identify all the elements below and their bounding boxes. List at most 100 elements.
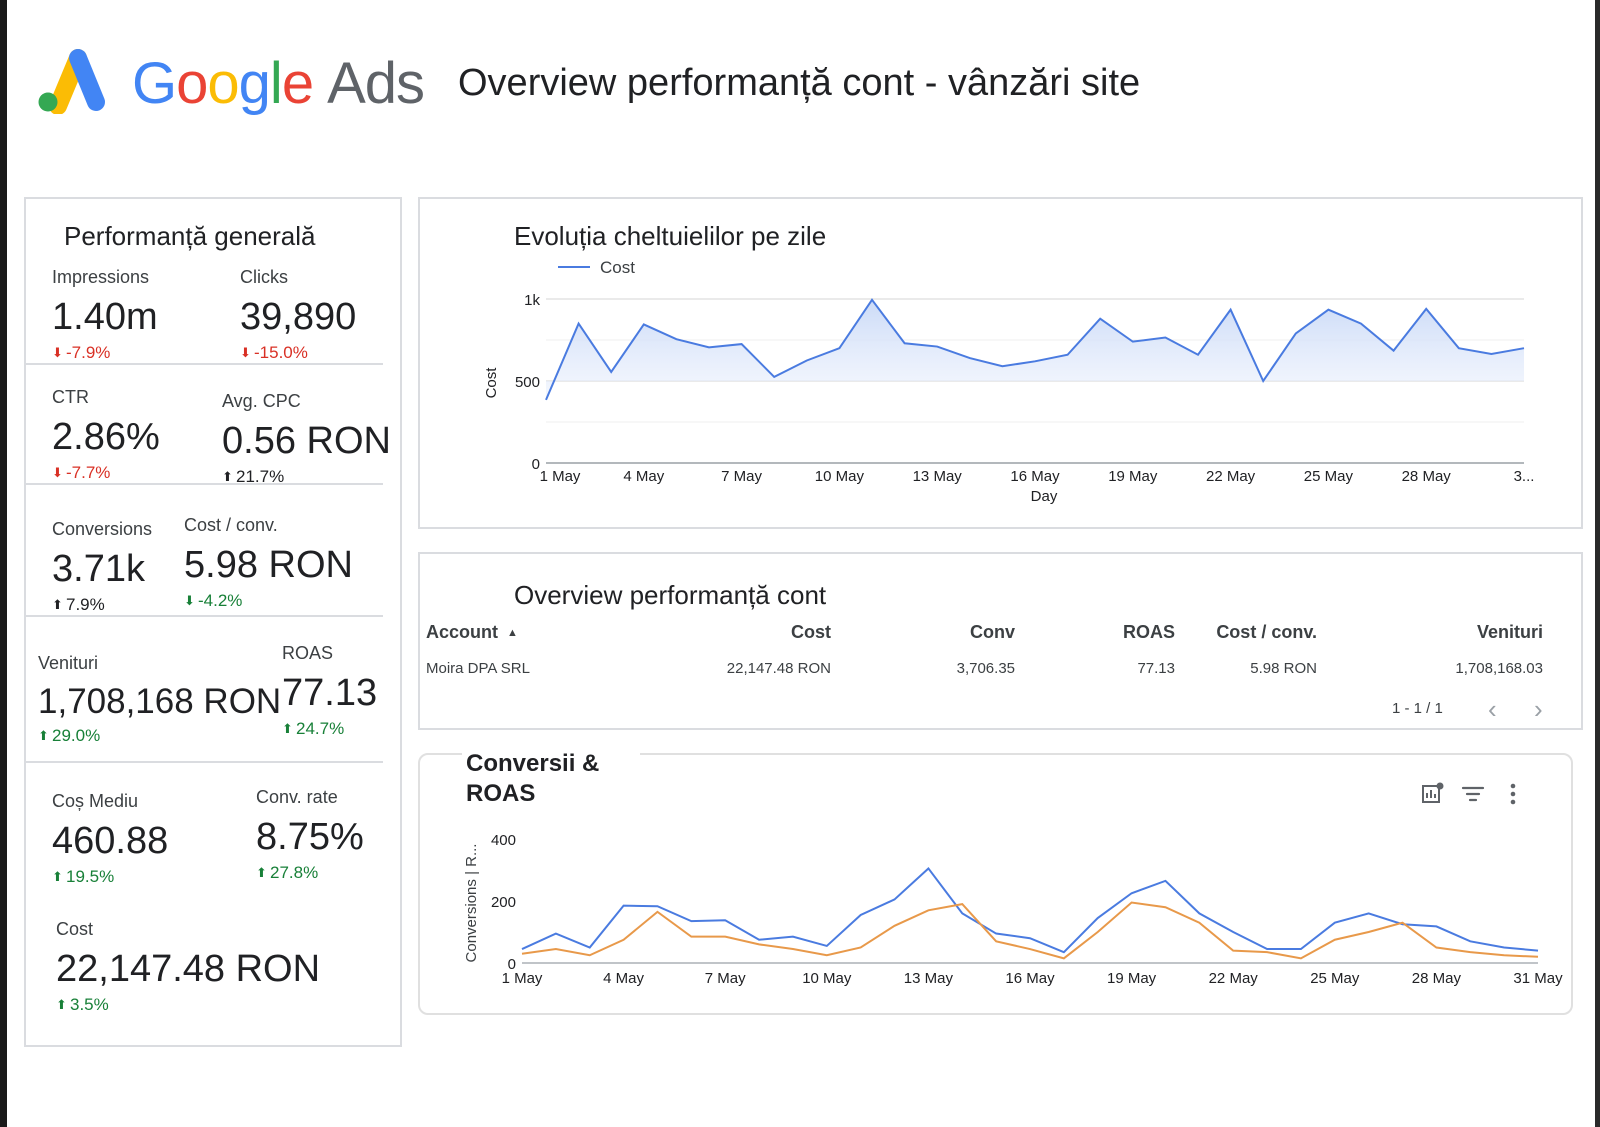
kpi-delta-value: 29.0% bbox=[52, 726, 101, 745]
kpi-value: 77.13 bbox=[282, 672, 378, 714]
overview-table-card: Overview performanță cont Account ▲ Cost… bbox=[418, 552, 1583, 730]
cost-area bbox=[546, 299, 1524, 400]
kpi-label: CTR bbox=[52, 387, 89, 407]
brand-wordmark: Google Ads bbox=[132, 50, 425, 117]
cell-conv: 3,706.35 bbox=[956, 660, 1015, 677]
divider bbox=[26, 761, 383, 763]
kpi-conv-rate: Conv. rate 8.75% ⬆ 27.8% bbox=[256, 787, 364, 883]
kpi-delta: ⬆ 19.5% bbox=[52, 867, 168, 887]
kpi-delta-value: 24.7% bbox=[296, 719, 345, 738]
x-tick-label: 13 May bbox=[913, 468, 963, 485]
brand-letter: g bbox=[238, 51, 271, 116]
x-tick-label: 1 May bbox=[502, 970, 543, 987]
chart-settings-icon[interactable] bbox=[1420, 781, 1446, 807]
kpi-cost: Cost 22,147.48 RON ⬆ 3.5% bbox=[56, 919, 320, 1015]
brand-letter: o bbox=[207, 51, 239, 116]
column-header-account[interactable]: Account ▲ bbox=[426, 622, 518, 643]
arrow-up-icon: ⬆ bbox=[222, 469, 233, 484]
x-tick-label: 10 May bbox=[815, 468, 865, 485]
kpi-label: Avg. CPC bbox=[222, 391, 301, 411]
brand-letter: l bbox=[269, 51, 283, 116]
x-tick-label: 13 May bbox=[904, 970, 954, 987]
brand-ads-text: Ads bbox=[327, 51, 425, 116]
kpi-delta: ⬆ 3.5% bbox=[56, 995, 320, 1015]
kpi-value: 8.75% bbox=[256, 816, 364, 858]
kpi-label: Conversions bbox=[52, 519, 153, 539]
legend-label: Cost bbox=[600, 258, 635, 277]
kpi-label: Coș Mediu bbox=[52, 791, 139, 811]
column-header-conv[interactable]: Conv bbox=[970, 622, 1015, 642]
roas-series-line bbox=[521, 901, 1539, 960]
brand-google-text: Google bbox=[132, 51, 314, 116]
kpi-value: 1.40m bbox=[52, 296, 158, 338]
y-tick-label: 0 bbox=[508, 956, 516, 973]
kpi-delta: ⬇ -7.9% bbox=[52, 343, 158, 363]
brand-letter: G bbox=[132, 51, 177, 116]
kpi-delta: ⬆ 21.7% bbox=[222, 467, 391, 487]
column-header-venituri[interactable]: Venituri bbox=[1476, 622, 1543, 642]
arrow-up-icon: ⬆ bbox=[52, 597, 63, 612]
cell-account: Moira DPA SRL bbox=[426, 660, 530, 677]
conversions-series-line bbox=[521, 866, 1539, 954]
conversions-roas-card: Conversii & ROAS 0 200 400 Conversions | R.… bbox=[418, 749, 1573, 1015]
kpi-delta: ⬇ -7.7% bbox=[52, 463, 160, 483]
kpi-venituri: Venituri 1,708,168 RON ⬆ 29.0% bbox=[38, 653, 281, 746]
arrow-down-icon: ⬇ bbox=[52, 345, 63, 360]
kpi-delta: ⬆ 24.7% bbox=[282, 719, 377, 739]
kpi-coș-mediu: Coș Mediu 460.88 ⬆ 19.5% bbox=[52, 791, 168, 887]
kpi-label: ROAS bbox=[282, 643, 334, 663]
cost-chart[interactable]: 0 500 1k 1 May 4 May 7 May 10 May 13 May 16 May 1… bbox=[420, 199, 1581, 527]
chevron-right-icon[interactable]: › bbox=[1534, 694, 1543, 724]
kpi-value: 460.88 bbox=[52, 820, 169, 862]
y-tick-label: 0 bbox=[532, 456, 540, 473]
kpi-label: Conv. rate bbox=[256, 787, 338, 807]
page-title: Overview performanță cont - vânzări site bbox=[458, 62, 1141, 104]
arrow-down-icon: ⬇ bbox=[52, 465, 63, 480]
x-tick-label: 28 May bbox=[1412, 970, 1462, 987]
arrow-up-icon: ⬆ bbox=[52, 869, 63, 884]
kpi-delta: ⬆ 7.9% bbox=[52, 595, 152, 615]
table-title: Overview performanță cont bbox=[514, 580, 827, 610]
y-tick-label: 200 bbox=[491, 894, 516, 911]
arrow-down-icon: ⬇ bbox=[240, 345, 251, 360]
x-tick-label: 19 May bbox=[1108, 468, 1158, 485]
column-header-cost-per-conv[interactable]: Cost / conv. bbox=[1216, 622, 1317, 642]
kpi-value: 3.71k bbox=[52, 548, 145, 590]
more-vert-icon[interactable] bbox=[1500, 781, 1526, 807]
cost-chart-title: Evoluția cheltuielilor pe zile bbox=[514, 221, 827, 251]
divider bbox=[26, 363, 383, 365]
kpi-delta-value: -7.9% bbox=[66, 343, 111, 362]
filter-icon[interactable] bbox=[1460, 781, 1486, 807]
kpi-avg-cpc: Avg. CPC 0.56 RON ⬆ 21.7% bbox=[222, 391, 391, 487]
x-tick-label: 25 May bbox=[1310, 970, 1360, 987]
arrow-down-icon: ⬇ bbox=[184, 593, 195, 608]
kpi-value: 1,708,168 RON bbox=[38, 682, 282, 721]
arrow-up-icon: ⬆ bbox=[38, 728, 49, 743]
kpi-ctr: CTR 2.86% ⬇ -7.7% bbox=[52, 387, 160, 483]
x-tick-label: 1 May bbox=[540, 468, 581, 485]
column-header-cost[interactable]: Cost bbox=[791, 622, 831, 642]
kpi-value: 22,147.48 RON bbox=[56, 948, 321, 990]
kpi-impressions: Impressions 1.40m ⬇ -7.9% bbox=[52, 267, 158, 363]
x-tick-label: 3... bbox=[1514, 468, 1535, 485]
column-header-roas[interactable]: ROAS bbox=[1122, 622, 1175, 642]
divider bbox=[26, 483, 383, 485]
kpi-cost-conv: Cost / conv. 5.98 RON ⬇ -4.2% bbox=[184, 515, 353, 611]
chevron-left-icon[interactable]: ‹ bbox=[1488, 694, 1497, 724]
arrow-up-icon: ⬆ bbox=[282, 721, 293, 736]
x-axis-title: Day bbox=[1031, 488, 1058, 505]
x-tick-label: 25 May bbox=[1304, 468, 1354, 485]
y-tick-label: 1k bbox=[524, 292, 540, 309]
cell-cost-per-conv: 5.98 RON bbox=[1250, 660, 1317, 677]
divider bbox=[26, 615, 383, 617]
kpi-conversions: Conversions 3.71k ⬆ 7.9% bbox=[52, 519, 152, 615]
kpi-label: Cost bbox=[56, 919, 94, 939]
arrow-up-icon: ⬆ bbox=[256, 865, 267, 880]
kpi-label: Clicks bbox=[240, 267, 288, 287]
y-axis-title: Cost bbox=[483, 367, 500, 399]
x-tick-label: 28 May bbox=[1402, 468, 1452, 485]
header: Google Ads Overview performanță cont - vâ… bbox=[30, 40, 1330, 130]
conversions-roas-chart[interactable]: 0 200 400 Conversions | R... 1 May 4 May 7 May… bbox=[420, 755, 1571, 1013]
kpi-delta-value: 27.8% bbox=[270, 863, 319, 882]
y-tick-label: 400 bbox=[491, 832, 516, 849]
